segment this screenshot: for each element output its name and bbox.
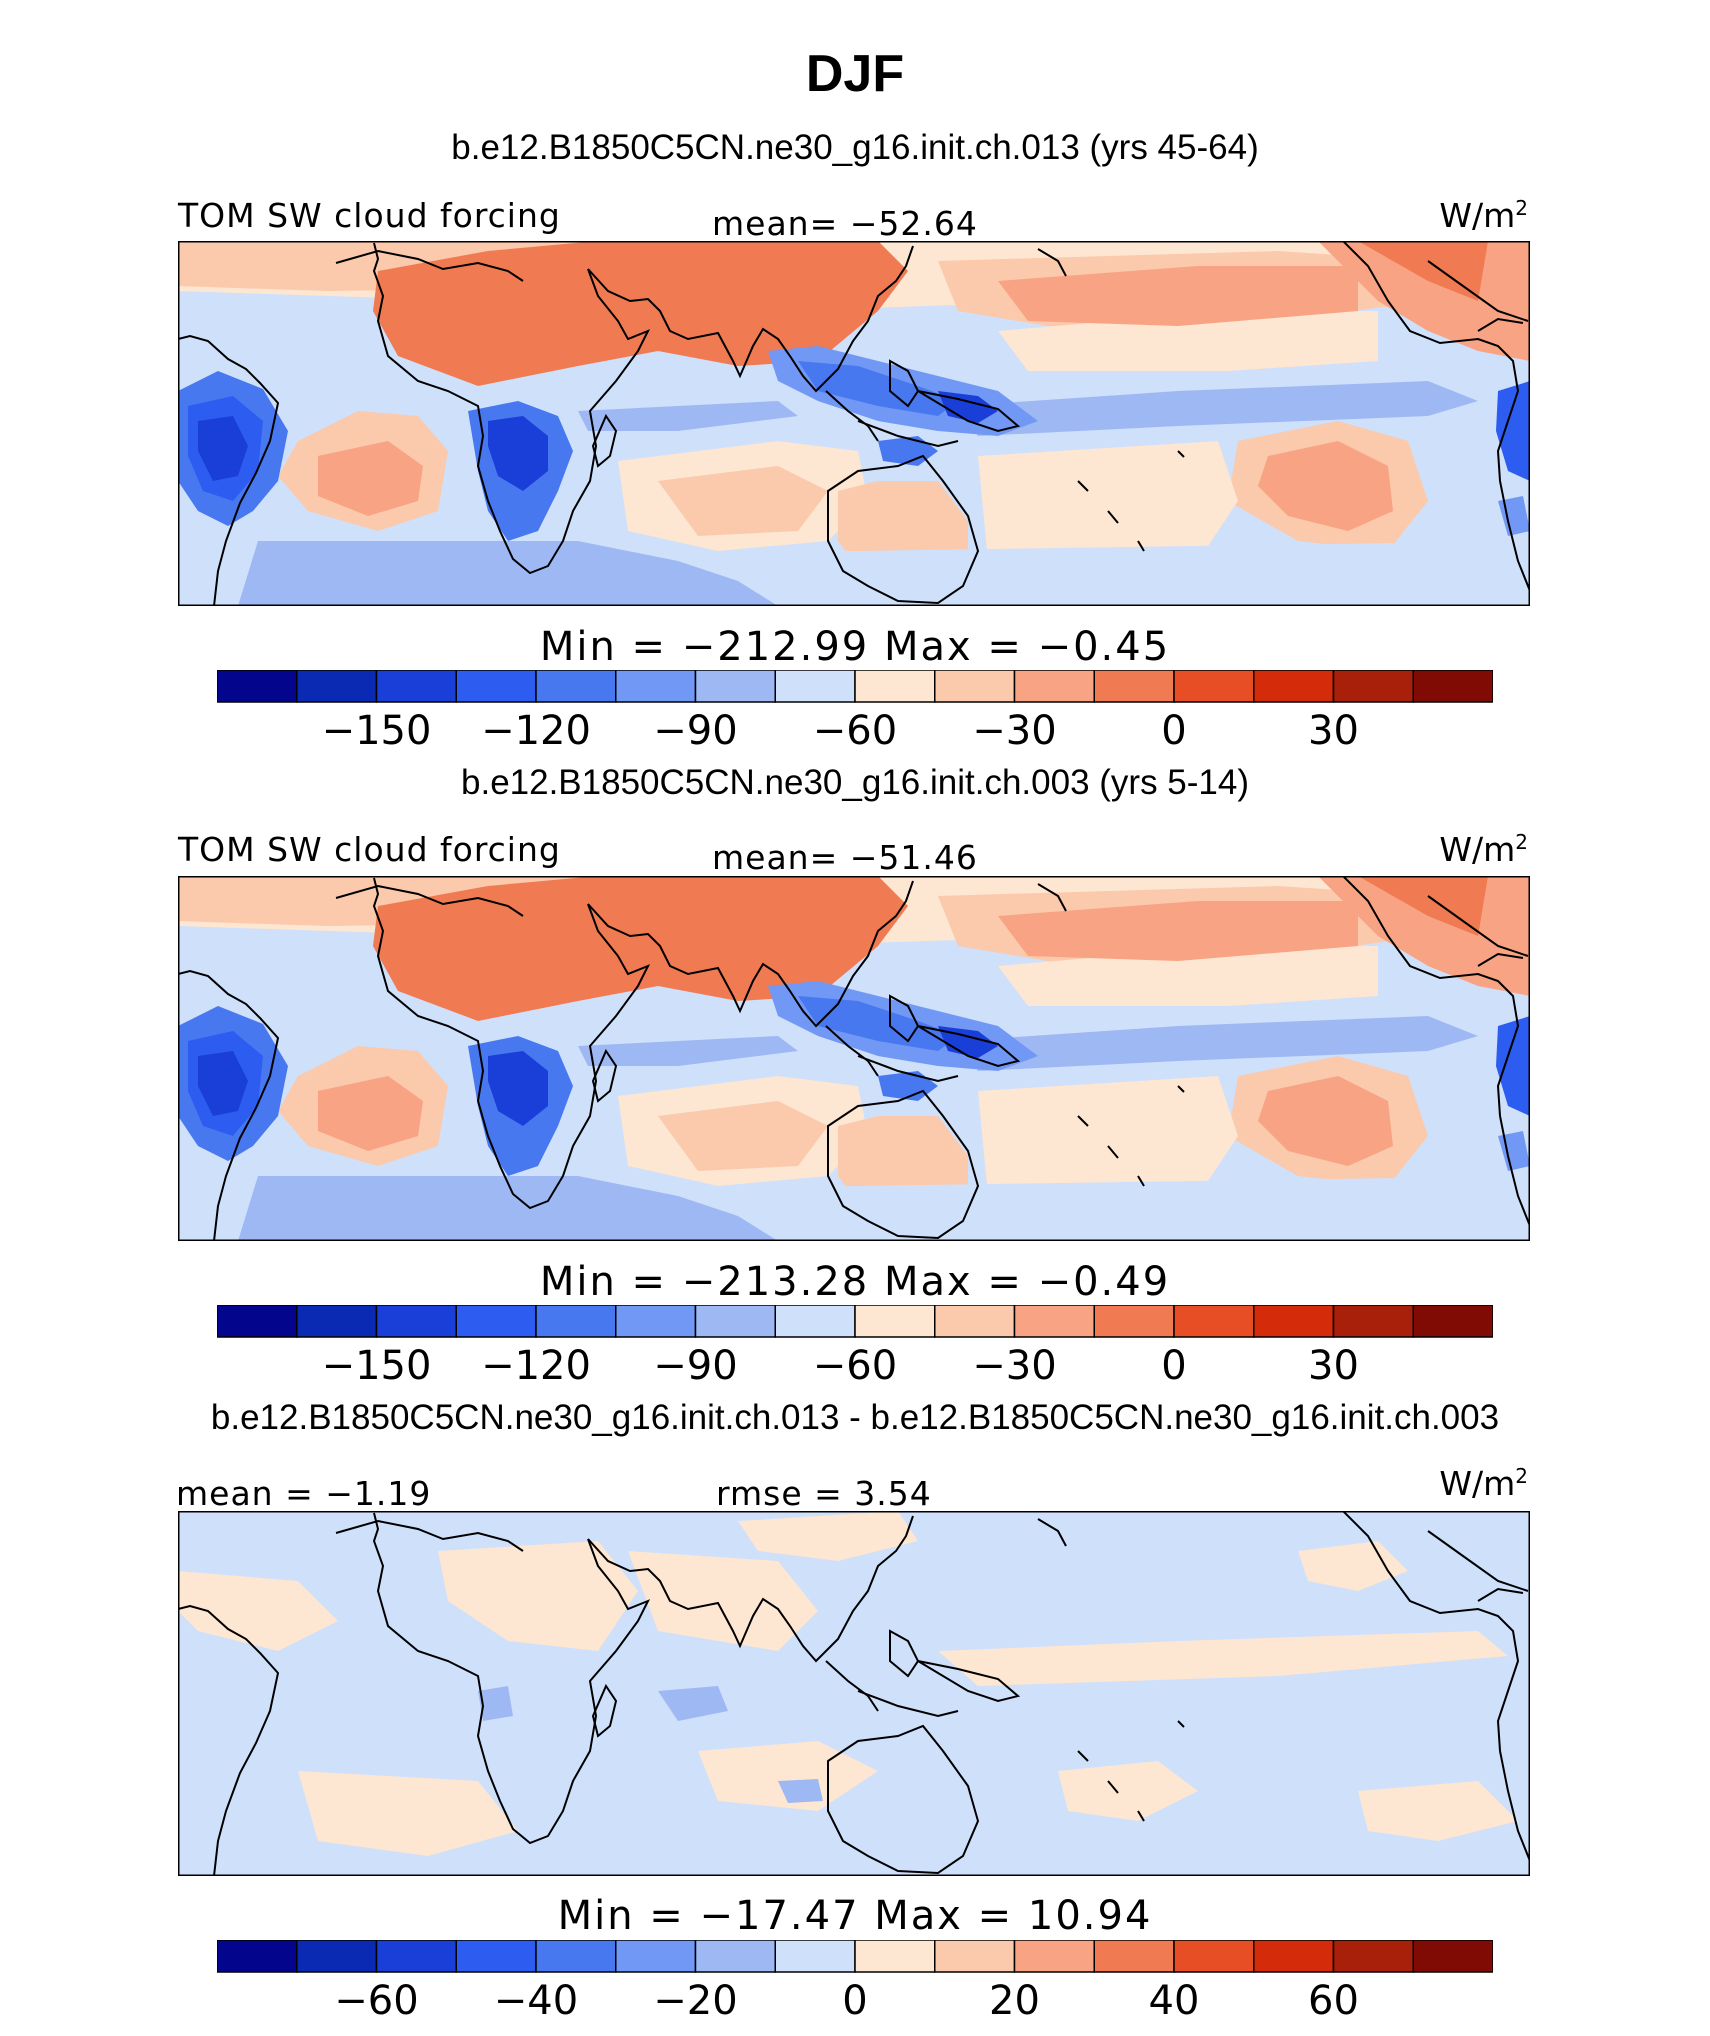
- figure-title: DJF: [805, 45, 905, 103]
- colorbar-swatch: [694, 670, 776, 703]
- colorbar-swatch: [1253, 1305, 1335, 1338]
- colorbar-tick-label: 30: [1308, 1343, 1359, 1385]
- colorbar-swatch: [1093, 1940, 1175, 1973]
- colorbar-swatch: [1412, 1305, 1493, 1338]
- colorbar-swatch: [694, 1305, 776, 1338]
- colorbar-swatch: [854, 1940, 936, 1973]
- colorbar-tick-label: −120: [481, 1343, 591, 1385]
- colorbar-tick-label: −150: [322, 1343, 432, 1385]
- panel3-case-title: b.e12.B1850C5CN.ne30_g16.init.ch.013 - b…: [210, 1398, 1500, 1437]
- colorbar-swatch: [615, 670, 697, 703]
- colorbar-swatch: [217, 1305, 298, 1338]
- panel3-colorbar: −60 −40 −20 0 20 40 60: [217, 1940, 1493, 2020]
- colorbar-tick-label: 0: [1161, 708, 1186, 750]
- panel3-rmse-label: rmse = 3.54: [716, 1474, 932, 1513]
- colorbar-swatch: [934, 1940, 1016, 1973]
- colorbar-swatch: [615, 1305, 697, 1338]
- colorbar-swatch: [1013, 1940, 1095, 1973]
- colorbar-swatch: [455, 1305, 537, 1338]
- colorbar-swatch: [375, 670, 457, 703]
- colorbar-swatch: [615, 1940, 697, 1973]
- panel2-map: [178, 876, 1530, 1241]
- colorbar-swatch: [1412, 670, 1493, 703]
- colorbar-tick-label: −30: [972, 708, 1056, 750]
- colorbar-swatch: [854, 1305, 936, 1338]
- colorbar-swatch: [934, 670, 1016, 703]
- colorbar-tick-label: −30: [972, 1343, 1056, 1385]
- panel2-minmax: Min = −213.28 Max = −0.49: [539, 1259, 1171, 1305]
- colorbar-swatch: [1332, 1940, 1414, 1973]
- colorbar-tick-label: 0: [842, 1978, 867, 2020]
- panel3-mean-label: mean = −1.19: [176, 1474, 432, 1513]
- colorbar-swatch: [1253, 1940, 1335, 1973]
- map-frame: [178, 241, 1530, 606]
- colorbar-swatch: [455, 1940, 537, 1973]
- panel1-mean-label: mean= −52.64: [712, 204, 978, 243]
- colorbar-swatch: [1412, 1940, 1493, 1973]
- panel2-case-title: b.e12.B1850C5CN.ne30_g16.init.ch.003 (yr…: [461, 763, 1249, 802]
- colorbar-tick-label: −90: [653, 708, 737, 750]
- colorbar-tick-label: −90: [653, 1343, 737, 1385]
- colorbar-tick-label: −150: [322, 708, 432, 750]
- panel3-units-label: W/m2: [1439, 1464, 1528, 1503]
- panel1-units-label: W/m2: [1439, 196, 1528, 235]
- panel1-colorbar: −150 −120 −90 −60 −30 0 30: [217, 670, 1493, 750]
- colorbar-tick-label: 40: [1149, 1978, 1200, 2020]
- panel1-case-title: b.e12.B1850C5CN.ne30_g16.init.ch.013 (yr…: [451, 128, 1259, 167]
- colorbar-swatch: [1013, 1305, 1095, 1338]
- colorbar-swatch: [1093, 1305, 1175, 1338]
- panel2-field-label: TOM SW cloud forcing: [178, 830, 561, 869]
- colorbar-swatch: [1173, 1940, 1255, 1973]
- colorbar-swatch: [1253, 670, 1335, 703]
- colorbar-swatch: [217, 1940, 298, 1973]
- colorbar-swatch: [1173, 670, 1255, 703]
- colorbar-swatch: [774, 670, 856, 703]
- colorbar-tick-label: −60: [813, 1343, 897, 1385]
- colorbar-tick-label: −20: [653, 1978, 737, 2020]
- panel2-colorbar: −150 −120 −90 −60 −30 0 30: [217, 1305, 1493, 1385]
- colorbar-swatch: [1332, 1305, 1414, 1338]
- colorbar-tick-label: −120: [481, 708, 591, 750]
- panel1-minmax: Min = −212.99 Max = −0.45: [539, 624, 1171, 670]
- colorbar-swatch: [296, 670, 378, 703]
- panel3-minmax: Min = −17.47 Max = 10.94: [557, 1893, 1153, 1939]
- map-frame: [178, 876, 1530, 1241]
- colorbar-swatch: [694, 1940, 776, 1973]
- colorbar-swatch: [774, 1940, 856, 1973]
- colorbar-tick-label: −60: [813, 708, 897, 750]
- colorbar-swatch: [1013, 670, 1095, 703]
- colorbar-swatch: [1332, 670, 1414, 703]
- colorbar-tick-label: −60: [334, 1978, 418, 2020]
- colorbar-swatch: [1093, 670, 1175, 703]
- map-frame: [178, 1511, 1530, 1876]
- colorbar-tick-label: 60: [1308, 1978, 1359, 2020]
- colorbar-swatch: [934, 1305, 1016, 1338]
- colorbar-swatch: [455, 670, 537, 703]
- colorbar-swatch: [854, 670, 936, 703]
- colorbar-swatch: [774, 1305, 856, 1338]
- colorbar-tick-label: −40: [494, 1978, 578, 2020]
- colorbar-swatch: [535, 1305, 617, 1338]
- panel1-map: [178, 241, 1530, 606]
- panel2-mean-label: mean= −51.46: [712, 838, 978, 877]
- colorbar-swatch: [296, 1305, 378, 1338]
- colorbar-tick-label: 20: [989, 1978, 1040, 2020]
- colorbar-swatch: [375, 1305, 457, 1338]
- colorbar-swatch: [535, 670, 617, 703]
- panel1-field-label: TOM SW cloud forcing: [178, 196, 561, 235]
- colorbar-tick-label: 30: [1308, 708, 1359, 750]
- colorbar-swatch: [296, 1940, 378, 1973]
- panel3-map: [178, 1511, 1530, 1876]
- panel2-units-label: W/m2: [1439, 830, 1528, 869]
- colorbar-tick-label: 0: [1161, 1343, 1186, 1385]
- colorbar-swatch: [535, 1940, 617, 1973]
- colorbar-swatch: [1173, 1305, 1255, 1338]
- colorbar-swatch: [217, 670, 298, 703]
- colorbar-swatch: [375, 1940, 457, 1973]
